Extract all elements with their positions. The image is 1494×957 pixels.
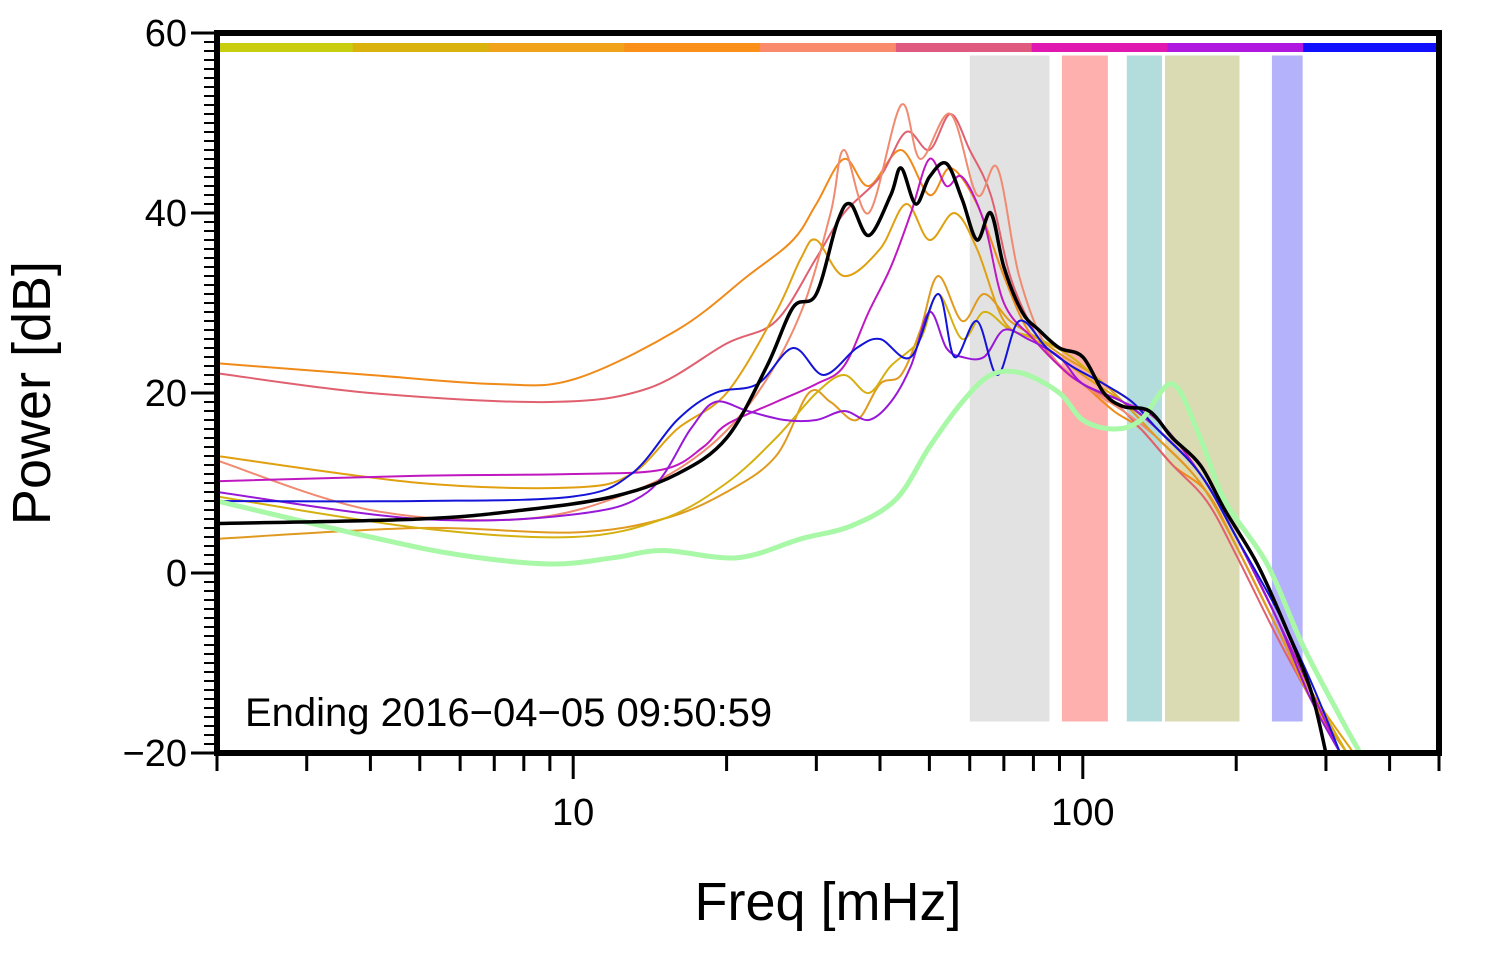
y-tick-label: 20 xyxy=(145,373,187,415)
spectrum-series xyxy=(217,103,1363,753)
frequency-bands xyxy=(969,55,1303,722)
color-bar-segment-8 xyxy=(1303,43,1440,52)
color-bar-segment-1 xyxy=(352,43,490,52)
y-tick-label: 0 xyxy=(166,553,187,595)
band-4 xyxy=(1271,55,1303,722)
color-bar-segment-4 xyxy=(760,43,897,52)
plot-frame xyxy=(214,30,1442,756)
y-axis-ticks: 60 40 20 0 −20 xyxy=(123,13,217,775)
x-tick-label: 10 xyxy=(552,792,594,834)
color-bar-segment-3 xyxy=(624,43,761,52)
y-axis-title: Power [dB] xyxy=(2,261,62,525)
spectrum-line-9 xyxy=(217,368,1363,753)
timestamp-annotation: Ending 2016−04−05 09:50:59 xyxy=(245,691,772,735)
spectrum-line-1 xyxy=(217,113,1342,753)
band-0 xyxy=(969,55,1050,722)
spectrum-line-10 xyxy=(217,161,1328,753)
x-axis-title: Freq [mHz] xyxy=(694,872,961,932)
color-bar-segment-6 xyxy=(1031,43,1168,52)
color-bar-segment-7 xyxy=(1167,43,1304,52)
top-color-bar xyxy=(217,43,1440,52)
color-bar-segment-5 xyxy=(895,43,1033,52)
color-bar-segment-0 xyxy=(217,43,354,52)
band-2 xyxy=(1126,55,1162,722)
spectrum-line-8 xyxy=(217,293,1342,753)
y-tick-label: −20 xyxy=(123,733,187,775)
y-tick-label: 40 xyxy=(145,193,187,235)
y-tick-label: 60 xyxy=(145,13,187,55)
x-axis-ticks: 10 100 xyxy=(215,753,1441,834)
color-bar-segment-2 xyxy=(488,43,625,52)
x-tick-label: 100 xyxy=(1051,792,1114,834)
